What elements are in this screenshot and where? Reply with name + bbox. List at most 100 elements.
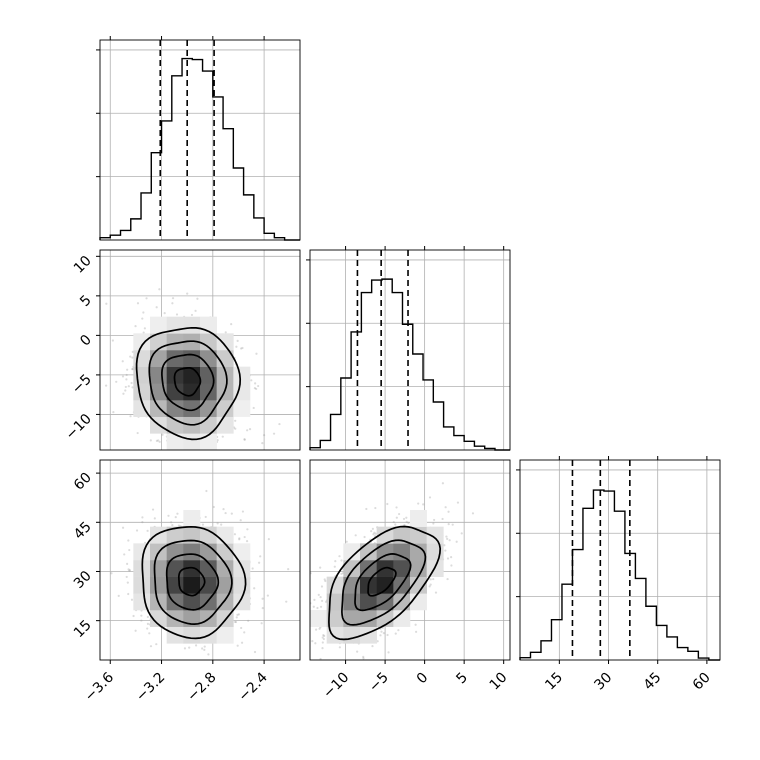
scatter-point bbox=[365, 507, 368, 511]
density-panel-0-2 bbox=[99, 459, 301, 683]
scatter-point bbox=[322, 637, 325, 641]
density-cell bbox=[183, 350, 201, 367]
scatter-point bbox=[241, 510, 245, 513]
scatter-point bbox=[194, 644, 198, 647]
panel-frame bbox=[99, 39, 301, 241]
scatter-point bbox=[123, 553, 126, 556]
scatter-point bbox=[126, 562, 129, 565]
scatter-point bbox=[250, 379, 253, 382]
density-cell bbox=[200, 383, 217, 401]
histogram-step-line bbox=[519, 489, 720, 661]
density-cell bbox=[166, 333, 184, 351]
scatter-point bbox=[131, 386, 134, 389]
scatter-point bbox=[294, 616, 296, 618]
density-cell bbox=[376, 576, 394, 594]
scatter-point bbox=[455, 540, 458, 543]
scatter-point bbox=[262, 434, 266, 437]
scatter-point bbox=[340, 572, 343, 575]
density-cell bbox=[183, 316, 201, 334]
density-cell bbox=[200, 366, 217, 384]
scatter-point bbox=[158, 288, 161, 291]
scatter-point bbox=[243, 631, 246, 634]
scatter-point bbox=[105, 302, 108, 305]
scatter-point bbox=[302, 610, 304, 612]
density-cell bbox=[183, 433, 201, 450]
scatter-point bbox=[136, 302, 140, 305]
scatter-point bbox=[207, 457, 209, 459]
scatter-point bbox=[167, 514, 170, 517]
scatter-point bbox=[303, 582, 305, 584]
scatter-point bbox=[380, 630, 383, 633]
density-cell bbox=[326, 610, 344, 627]
scatter-point bbox=[255, 352, 258, 355]
scatter-point bbox=[444, 506, 447, 509]
scatter-point bbox=[392, 520, 395, 524]
scatter-point bbox=[428, 585, 431, 588]
scatter-point bbox=[149, 439, 152, 442]
scatter-point bbox=[311, 639, 314, 643]
density-cell bbox=[233, 593, 251, 611]
scatter-point bbox=[433, 518, 436, 522]
density-cell bbox=[310, 610, 327, 627]
density-cell bbox=[216, 366, 234, 384]
scatter-point bbox=[304, 606, 306, 608]
scatter-point bbox=[253, 587, 256, 590]
scatter-point bbox=[422, 503, 425, 506]
density-cell bbox=[200, 560, 217, 577]
x-tick-label: 15 bbox=[542, 670, 566, 694]
scatter-point bbox=[248, 428, 252, 431]
scatter-point bbox=[403, 523, 406, 527]
density-cell bbox=[183, 593, 201, 611]
scatter-point bbox=[134, 629, 137, 632]
density-cell bbox=[183, 510, 201, 527]
density-cell bbox=[200, 576, 217, 594]
scatter-point bbox=[429, 578, 432, 581]
scatter-point bbox=[126, 581, 129, 584]
scatter-point bbox=[230, 323, 233, 326]
scatter-point bbox=[446, 557, 450, 560]
scatter-point bbox=[323, 578, 326, 581]
scatter-point bbox=[234, 419, 237, 422]
scatter-point bbox=[157, 439, 160, 442]
density-cell bbox=[166, 400, 184, 417]
scatter-point bbox=[190, 451, 192, 453]
scatter-point bbox=[176, 512, 179, 515]
y-tick-label: 30 bbox=[71, 568, 95, 592]
scatter-point bbox=[111, 339, 114, 342]
scatter-point bbox=[405, 516, 408, 519]
scatter-point bbox=[115, 380, 118, 383]
panel-frame bbox=[309, 459, 511, 661]
density-cell bbox=[150, 576, 167, 594]
scatter-point bbox=[397, 512, 401, 516]
scatter-point bbox=[224, 331, 227, 334]
scatter-point bbox=[222, 681, 224, 683]
scatter-point bbox=[151, 508, 155, 511]
scatter-point bbox=[146, 615, 149, 619]
scatter-point bbox=[237, 613, 240, 616]
scatter-point bbox=[203, 648, 206, 651]
scatter-point bbox=[312, 605, 315, 608]
scatter-point bbox=[338, 555, 341, 558]
scatter-point bbox=[121, 375, 125, 378]
scatter-point bbox=[257, 384, 260, 388]
density-cell bbox=[166, 433, 184, 450]
density-cell bbox=[200, 526, 217, 544]
scatter-point bbox=[246, 528, 249, 531]
scatter-point bbox=[319, 657, 322, 660]
scatter-point bbox=[371, 645, 374, 648]
scatter-point bbox=[143, 327, 146, 330]
density-panel-1-2 bbox=[294, 459, 511, 661]
scatter-point bbox=[338, 646, 341, 649]
scatter-point bbox=[395, 506, 398, 509]
x-tick-label: 10 bbox=[487, 670, 511, 694]
scatter-point bbox=[373, 531, 376, 534]
scatter-point bbox=[149, 645, 153, 648]
density-panel-0-1 bbox=[99, 249, 301, 459]
density-cell bbox=[233, 576, 251, 594]
scatter-point bbox=[382, 631, 385, 635]
scatter-point bbox=[163, 312, 166, 315]
scatter-point bbox=[216, 522, 219, 525]
contour-line bbox=[165, 553, 220, 611]
scatter-point bbox=[386, 633, 389, 637]
scatter-point bbox=[117, 594, 120, 597]
